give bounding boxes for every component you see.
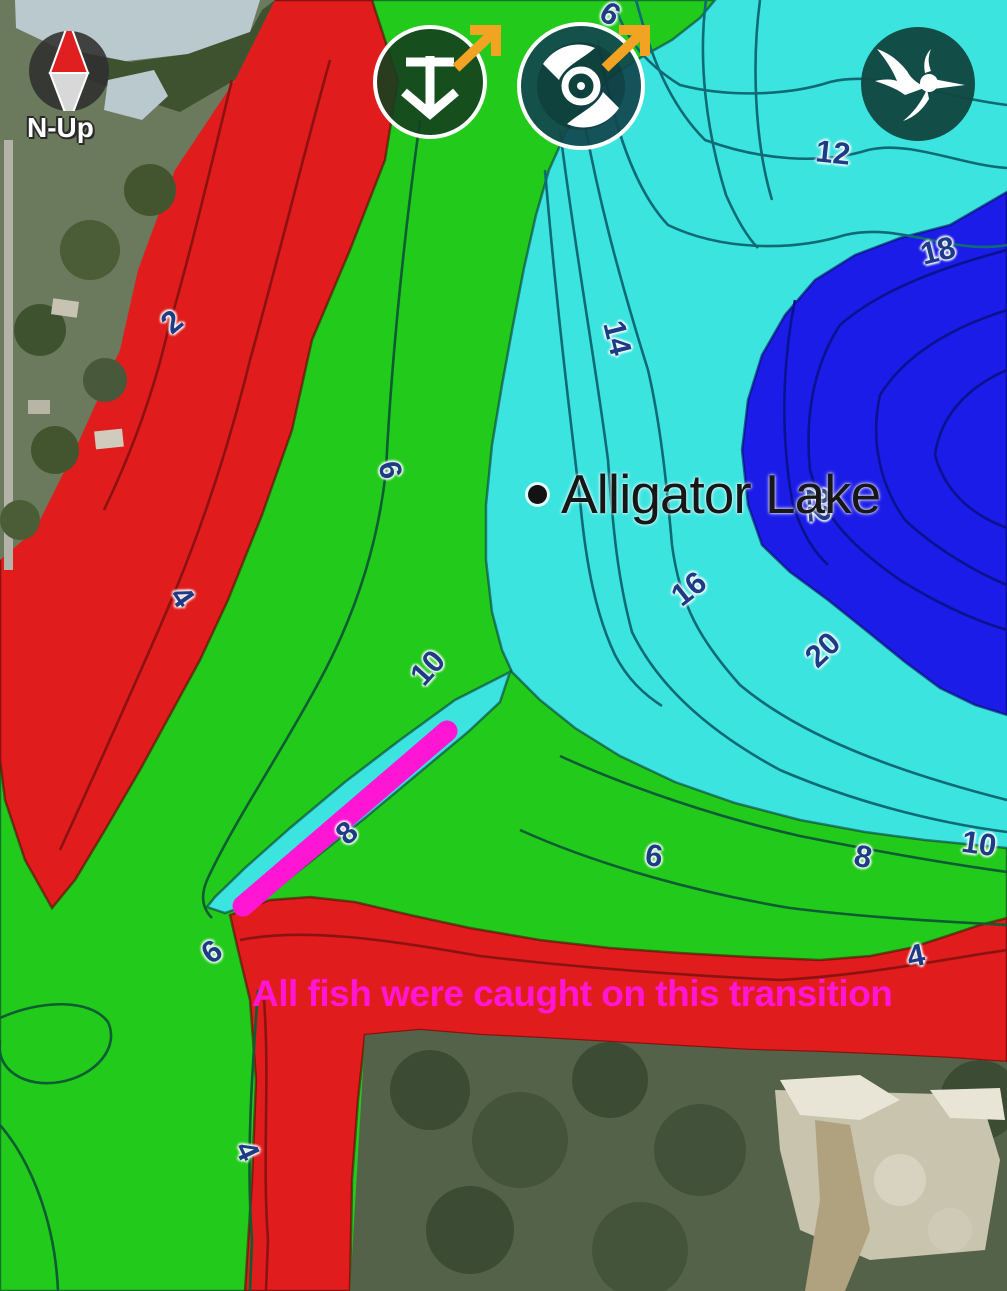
compass-needle-icon (48, 18, 90, 126)
compass-label: N-Up (27, 112, 94, 143)
compass-button[interactable] (29, 18, 109, 126)
anchor-deploy-button[interactable] (372, 22, 502, 152)
contour-lines-green (0, 119, 1007, 1291)
anchor-icon (401, 56, 459, 120)
lake-point-dot (528, 484, 547, 504)
hummingbird-icon (875, 49, 965, 121)
northeast-arrow-icon (452, 25, 501, 72)
fishing-annotation-text: All fish were caught on this transition (252, 973, 893, 1014)
lake-name-text: Alligator Lake (561, 463, 881, 525)
spot-lock-button[interactable] (515, 20, 655, 160)
contour-lines-red (58, 59, 1007, 1291)
depth-zone-blue (740, 190, 1007, 717)
satellite-land-bottom (350, 1030, 1007, 1291)
northeast-arrow-icon (601, 25, 650, 72)
transition-annotation-line (232, 720, 458, 917)
propeller-icon (543, 44, 619, 128)
lake-name: Alligator Lake (528, 462, 881, 526)
satellite-land-topleft (0, 0, 275, 570)
contour-lines-blue (783, 248, 1007, 632)
humminbird-button[interactable] (861, 27, 975, 141)
depth-label: 12 (814, 133, 853, 172)
depth-label: 10 (959, 823, 999, 864)
